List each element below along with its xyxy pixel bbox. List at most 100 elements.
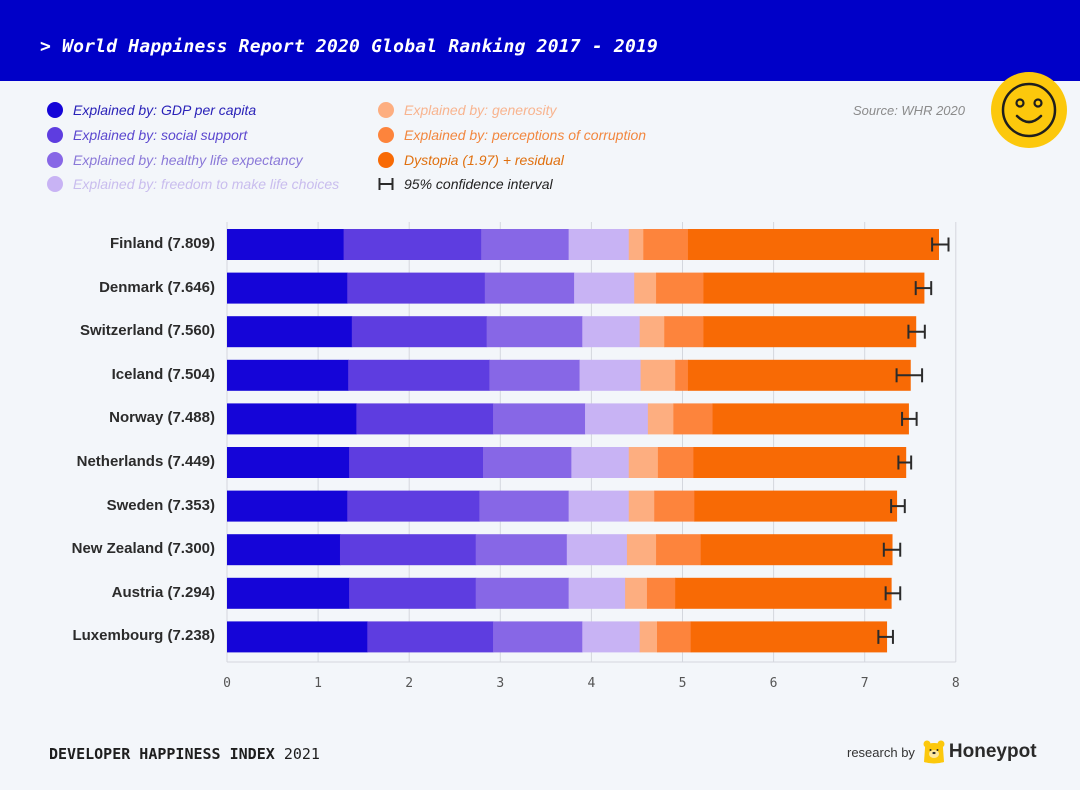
- bar-segment-6: [712, 403, 909, 435]
- bar-segment-0: [227, 359, 349, 391]
- footer-index-year: 2021: [283, 745, 320, 763]
- legend-item: Explained by: generosity: [378, 100, 557, 120]
- x-tick-label: 6: [770, 676, 778, 691]
- bar-segment-0: [227, 577, 350, 609]
- bar-segment-2: [486, 316, 583, 348]
- legend-swatch-icon: [378, 127, 394, 143]
- x-tick-label: 2: [405, 676, 413, 691]
- category-label: Norway (7.488): [109, 409, 215, 427]
- x-tick-label: 3: [496, 676, 504, 691]
- bar-segment-6: [703, 272, 925, 304]
- bar-segment-0: [227, 534, 341, 566]
- legend-swatch-icon: [47, 152, 63, 168]
- bar-segment-4: [634, 272, 657, 304]
- x-tick-label: 0: [223, 676, 231, 691]
- bar-segment-2: [484, 272, 575, 304]
- bar-segment-4: [640, 359, 676, 391]
- bar-segment-2: [475, 577, 570, 609]
- category-label: New Zealand (7.300): [71, 540, 215, 558]
- bar-segment-2: [481, 229, 570, 260]
- bar-segment-3: [582, 316, 641, 348]
- bar-segment-3: [568, 577, 626, 609]
- legend-label: Explained by: GDP per capita: [73, 102, 257, 118]
- bar-segment-2: [482, 447, 572, 478]
- x-tick-label: 5: [679, 676, 687, 691]
- legend-item: Explained by: GDP per capita: [47, 100, 256, 120]
- bar-segment-1: [348, 359, 490, 391]
- bar-segment-6: [690, 621, 888, 653]
- bar-segment-6: [687, 359, 911, 391]
- brand-name: Honeypot: [948, 741, 1037, 762]
- honeypot-bear-icon: [923, 740, 945, 764]
- bar-segment-6: [675, 577, 892, 609]
- legend-item: Explained by: social support: [47, 125, 247, 145]
- bar-segment-3: [582, 621, 641, 653]
- bar-segment-2: [493, 621, 583, 653]
- category-label: Luxembourg (7.238): [72, 627, 215, 645]
- bar-segment-1: [351, 316, 488, 348]
- bar-segment-2: [489, 359, 581, 391]
- bar-segment-6: [694, 490, 898, 522]
- bar-segment-3: [585, 403, 649, 435]
- legend-item: Explained by: freedom to make life choic…: [47, 174, 339, 194]
- bar-segment-0: [227, 403, 357, 435]
- legend-item: Dystopia (1.97) + residual: [378, 150, 564, 170]
- bar-segment-3: [574, 272, 635, 304]
- bar-segment-6: [700, 534, 893, 566]
- bar-segment-0: [227, 272, 348, 304]
- bar-segment-5: [673, 403, 714, 435]
- bar-segment-6: [687, 229, 939, 260]
- bar-segment-4: [628, 490, 655, 522]
- legend-label: Explained by: social support: [73, 127, 248, 143]
- category-label: Netherlands (7.449): [76, 453, 215, 470]
- bar-segment-5: [657, 447, 694, 478]
- bar-segment-1: [347, 272, 486, 304]
- bar-segment-1: [349, 447, 484, 478]
- bar-segment-1: [367, 621, 494, 653]
- bar-segment-5: [646, 577, 676, 609]
- category-label: Switzerland (7.560): [79, 322, 215, 340]
- bar-segment-3: [568, 229, 630, 260]
- x-tick-label: 4: [587, 676, 595, 691]
- footer-index-label: DEVELOPER HAPPINESS INDEX: [49, 745, 275, 763]
- confidence-interval-icon: [378, 178, 394, 190]
- bar-segment-3: [568, 490, 630, 522]
- legend-swatch-icon: [47, 102, 63, 118]
- bar-segment-4: [625, 577, 648, 609]
- legend-label: Explained by: healthy life expectancy: [73, 152, 303, 168]
- bar-segment-5: [656, 534, 702, 566]
- footer-index-title: DEVELOPER HAPPINESS INDEX 2021: [49, 745, 320, 763]
- stacked-bar-chart: 0 1 2 3 4 5 6 7 8: [223, 222, 960, 691]
- bar-segment-0: [227, 490, 348, 522]
- bar-segment-6: [693, 447, 907, 478]
- legend-label: 95% confidence interval: [404, 176, 553, 192]
- bar-segment-5: [675, 359, 689, 391]
- bar-segment-3: [571, 447, 630, 478]
- research-by-label: research by: [847, 744, 915, 760]
- bar-segment-1: [339, 534, 477, 566]
- bar-segment-3: [579, 359, 642, 391]
- legend-label: Explained by: freedom to make life choic…: [73, 176, 340, 192]
- bar-segment-3: [566, 534, 628, 566]
- x-tick-label: 7: [861, 676, 869, 691]
- bar-segment-5: [656, 272, 704, 304]
- legend-swatch-icon: [47, 176, 63, 192]
- x-tick-label: 8: [952, 676, 960, 691]
- bar-segment-4: [639, 621, 658, 653]
- bar-segment-4: [628, 229, 644, 260]
- bar-segment-6: [703, 316, 917, 348]
- source-note: Source: WHR 2020: [853, 103, 965, 118]
- legend-swatch-icon: [378, 152, 394, 168]
- legend-item: Explained by: perceptions of corruption: [378, 125, 646, 145]
- bar-segment-5: [654, 490, 695, 522]
- legend-swatch-icon: [47, 127, 63, 143]
- bar-segment-0: [227, 316, 353, 348]
- category-label: Sweden (7.353): [106, 496, 215, 514]
- smiley-face-icon: [991, 72, 1067, 148]
- bar-segment-1: [356, 403, 494, 435]
- category-label: Iceland (7.504): [111, 365, 215, 383]
- bar-segment-5: [664, 316, 704, 348]
- legend-label: Explained by: perceptions of corruption: [404, 127, 647, 143]
- legend-item: Explained by: healthy life expectancy: [47, 150, 303, 170]
- bar-segment-4: [626, 534, 657, 566]
